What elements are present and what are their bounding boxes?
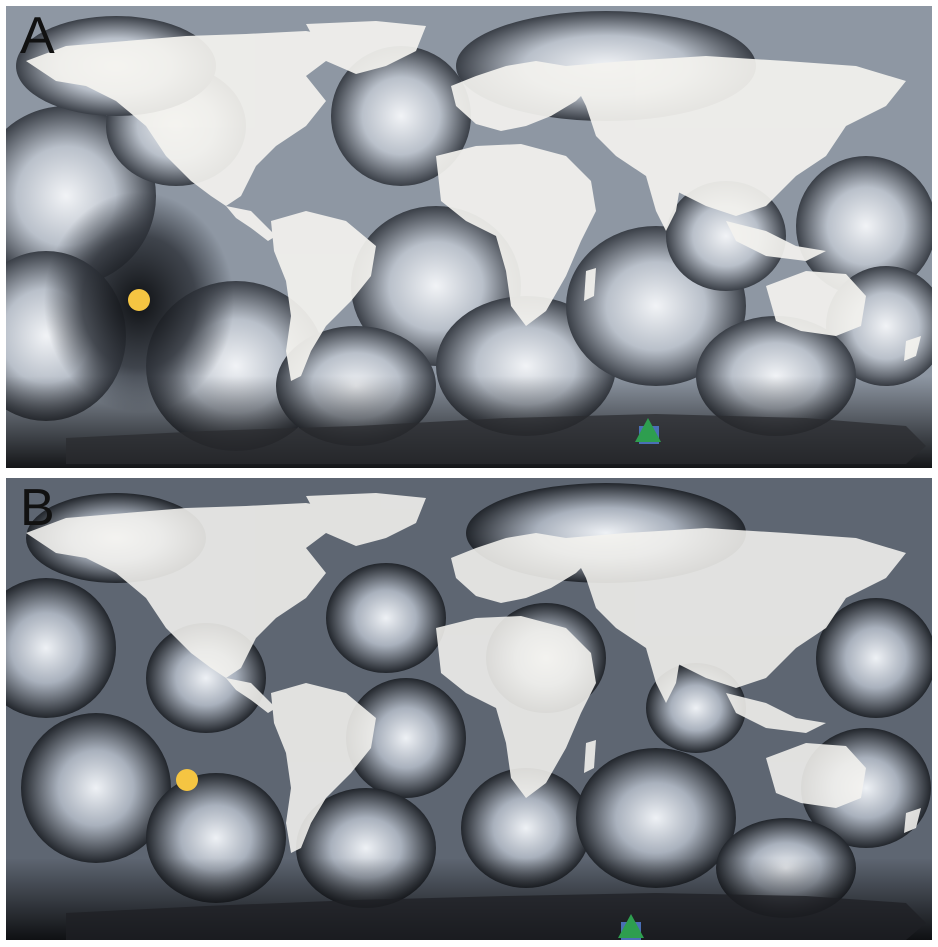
new-zealand	[904, 336, 921, 361]
india	[646, 648, 681, 703]
map-b-svg	[6, 478, 932, 940]
europe	[451, 61, 596, 131]
antarctica	[66, 893, 926, 940]
southeast-asia	[726, 693, 826, 733]
yellow-circle-marker-icon	[176, 769, 198, 791]
asia	[566, 56, 906, 216]
north-america	[26, 31, 336, 206]
madagascar	[584, 740, 596, 773]
south-america	[271, 683, 376, 853]
greenland	[306, 21, 426, 74]
map-a-svg	[6, 6, 932, 468]
landmasses	[26, 493, 926, 940]
north-america	[26, 503, 336, 678]
panel-label-a: A	[20, 7, 55, 65]
africa	[436, 616, 596, 798]
antarctica	[66, 414, 926, 464]
india	[646, 176, 681, 231]
panel-label-b: B	[20, 479, 55, 537]
new-zealand	[904, 808, 921, 833]
southeast-asia	[726, 221, 826, 261]
landmasses	[26, 21, 926, 464]
africa	[436, 144, 596, 326]
green-triangle-marker-icon	[618, 914, 644, 938]
australia	[766, 743, 866, 808]
map-panel-b: B	[6, 478, 932, 940]
central-america	[226, 206, 276, 241]
australia	[766, 271, 866, 336]
map-panel-a: A	[6, 6, 932, 468]
madagascar	[584, 268, 596, 301]
europe	[451, 533, 596, 603]
asia	[566, 528, 906, 688]
green-triangle-marker-icon	[635, 418, 661, 442]
greenland	[306, 493, 426, 546]
central-america	[226, 678, 276, 713]
south-america	[271, 211, 376, 381]
yellow-circle-marker-icon	[128, 289, 150, 311]
